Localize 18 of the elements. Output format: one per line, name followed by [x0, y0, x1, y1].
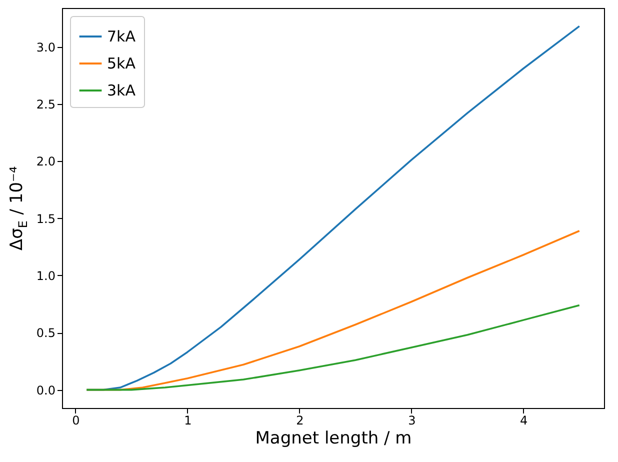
- y-tick-label: 0.5: [36, 326, 56, 340]
- y-axis-title: ΔσE / 10⁻⁴: [7, 166, 30, 251]
- x-tick-label: 0: [72, 414, 80, 428]
- y-tick-label: 2.5: [36, 97, 56, 112]
- y-tick-label: 2.0: [36, 154, 56, 169]
- line-series: [86, 304, 580, 391]
- x-tick-label: 3: [408, 414, 416, 428]
- x-axis-title: Magnet length / m: [255, 428, 412, 448]
- x-tick-label: 1: [184, 414, 192, 428]
- x-tick-label: 2: [296, 414, 304, 428]
- y-tick-label: 0.0: [36, 383, 56, 398]
- y-tick-label: 1.0: [36, 268, 56, 283]
- x-tick-label: 4: [520, 414, 528, 428]
- legend-label: 3kA: [107, 82, 136, 100]
- y-tick-label: 1.5: [36, 212, 56, 226]
- legend-label: 7kA: [107, 28, 136, 46]
- legend-label: 5kA: [107, 54, 136, 72]
- y-tick-label: 3.0: [36, 40, 56, 54]
